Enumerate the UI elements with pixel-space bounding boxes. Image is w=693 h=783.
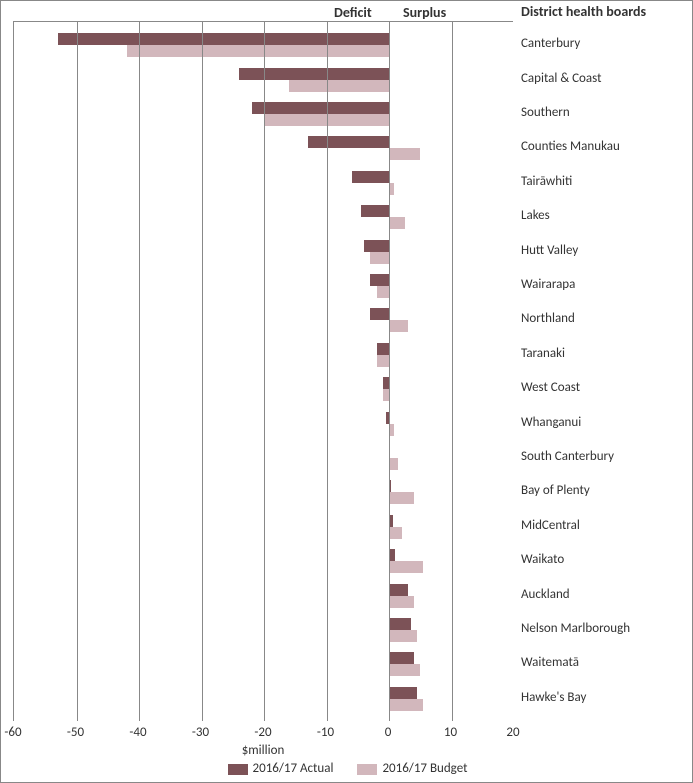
- gridline: [327, 22, 328, 721]
- legend-label: 2016/17 Actual: [253, 761, 334, 776]
- gridline: [77, 22, 78, 721]
- gridline: [389, 22, 390, 721]
- dhb-label: West Coast: [521, 380, 580, 395]
- x-tick-label: -60: [4, 725, 21, 740]
- gridline: [202, 22, 203, 721]
- actual-bar: [308, 136, 389, 148]
- dhb-label: MidCentral: [521, 518, 580, 533]
- actual-bar: [252, 102, 390, 114]
- legend-swatch: [357, 764, 377, 775]
- actual-bar: [370, 308, 389, 320]
- x-tick-label: -30: [192, 725, 209, 740]
- gridline: [139, 22, 140, 721]
- budget-bar: [127, 45, 390, 57]
- budget-bar: [389, 458, 398, 470]
- budget-bar: [389, 630, 417, 642]
- budget-bar: [389, 699, 423, 711]
- plot-area: Deficit Surplus: [13, 21, 513, 721]
- budget-bar: [389, 320, 408, 332]
- budget-bar: [377, 355, 390, 367]
- budget-bar: [389, 148, 420, 160]
- dhb-label: South Canterbury: [521, 449, 614, 464]
- x-tick-label: 20: [506, 725, 519, 740]
- x-tick-label: -20: [254, 725, 271, 740]
- budget-bar: [389, 527, 402, 539]
- dhb-label: Counties Manukau: [521, 139, 620, 154]
- dhb-label: Canterbury: [521, 36, 580, 51]
- dhb-label: Tairāwhiti: [521, 174, 572, 189]
- dhb-label: Bay of Plenty: [521, 483, 590, 498]
- dhb-label: Auckland: [521, 587, 570, 602]
- actual-bar: [239, 68, 389, 80]
- deficit-header: Deficit: [334, 4, 372, 21]
- dhb-column-header: District health boards: [521, 3, 646, 20]
- legend-item: 2016/17 Actual: [228, 761, 334, 776]
- legend: 2016/17 Actual 2016/17 Budget: [1, 761, 693, 776]
- dhb-label: Whanganui: [521, 415, 581, 430]
- x-tick-label: 0: [385, 725, 392, 740]
- budget-bar: [370, 252, 389, 264]
- actual-bar: [377, 343, 390, 355]
- legend-item: 2016/17 Budget: [357, 761, 467, 776]
- budget-bar: [389, 492, 414, 504]
- dhb-deficit-surplus-chart: Deficit Surplus -60-50-40-30-20-1001020 …: [0, 0, 693, 783]
- actual-bar: [389, 618, 411, 630]
- legend-label: 2016/17 Budget: [382, 761, 467, 776]
- dhb-label: Lakes: [521, 208, 550, 223]
- x-tick-label: -50: [67, 725, 84, 740]
- x-tick-label: -10: [317, 725, 334, 740]
- actual-bar: [58, 33, 389, 45]
- dhb-label: Hutt Valley: [521, 243, 578, 258]
- dhb-label: Taranaki: [521, 346, 565, 361]
- legend-swatch: [228, 764, 248, 775]
- dhb-label: Southern: [521, 105, 570, 120]
- dhb-label: Hawke's Bay: [521, 690, 586, 705]
- actual-bar: [361, 205, 389, 217]
- x-axis-title: $million: [242, 743, 285, 758]
- actual-bar: [352, 171, 390, 183]
- actual-bar: [370, 274, 389, 286]
- actual-bar: [389, 652, 414, 664]
- gridline: [452, 22, 453, 721]
- dhb-label: Waikato: [521, 552, 564, 567]
- x-tick-label: 10: [444, 725, 457, 740]
- budget-bar: [389, 596, 414, 608]
- actual-bar: [389, 687, 417, 699]
- budget-bar: [377, 286, 390, 298]
- budget-bar: [289, 80, 389, 92]
- x-tick-label: -40: [129, 725, 146, 740]
- dhb-label: Wairarapa: [521, 277, 575, 292]
- actual-bar: [389, 584, 408, 596]
- dhb-label: Nelson Marlborough: [521, 621, 630, 636]
- budget-bar: [389, 561, 423, 573]
- dhb-label: Waitematā: [521, 655, 579, 670]
- dhb-label: Northland: [521, 311, 575, 326]
- gridline: [264, 22, 265, 721]
- budget-bar: [389, 664, 420, 676]
- surplus-header: Surplus: [403, 4, 446, 21]
- actual-bar: [364, 240, 389, 252]
- dhb-label: Capital & Coast: [521, 71, 601, 86]
- budget-bar: [389, 217, 405, 229]
